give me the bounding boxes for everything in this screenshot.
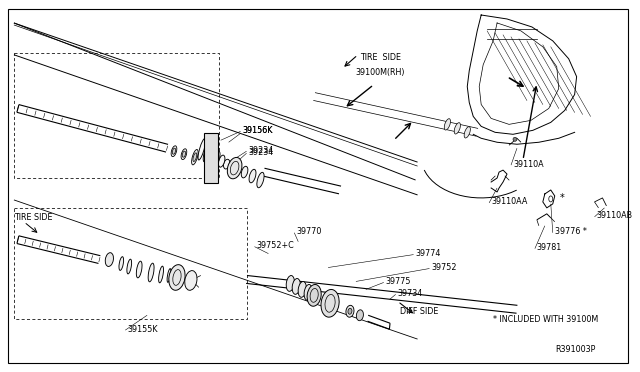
Text: TIRE  SIDE: TIRE SIDE	[360, 53, 401, 62]
Ellipse shape	[321, 289, 339, 317]
Text: 39156K: 39156K	[243, 126, 273, 135]
Ellipse shape	[464, 126, 470, 138]
Text: TIRE SIDE: TIRE SIDE	[14, 213, 52, 222]
Text: 39770: 39770	[296, 227, 322, 236]
Ellipse shape	[119, 257, 124, 270]
Ellipse shape	[105, 253, 113, 266]
Text: 39100M(RH): 39100M(RH)	[356, 68, 405, 77]
Ellipse shape	[204, 142, 211, 162]
Ellipse shape	[185, 270, 197, 290]
Text: *: *	[560, 193, 564, 203]
Ellipse shape	[292, 279, 300, 294]
Ellipse shape	[198, 138, 205, 160]
Ellipse shape	[298, 282, 307, 297]
Ellipse shape	[307, 285, 321, 306]
Ellipse shape	[191, 150, 198, 165]
Text: 39775: 39775	[386, 277, 412, 286]
Ellipse shape	[241, 166, 248, 178]
Ellipse shape	[159, 266, 163, 283]
Ellipse shape	[193, 153, 196, 161]
Ellipse shape	[218, 155, 225, 167]
Ellipse shape	[513, 137, 517, 141]
Ellipse shape	[249, 169, 256, 183]
Ellipse shape	[209, 147, 215, 164]
Text: 39752: 39752	[431, 263, 457, 272]
Text: 39110AB: 39110AB	[596, 211, 632, 220]
Ellipse shape	[172, 148, 175, 154]
Ellipse shape	[227, 157, 242, 179]
Ellipse shape	[136, 261, 142, 278]
Ellipse shape	[169, 264, 185, 290]
Ellipse shape	[257, 172, 264, 188]
Text: 39110AA: 39110AA	[491, 198, 527, 206]
Text: 39110A: 39110A	[513, 160, 543, 169]
Ellipse shape	[444, 119, 451, 130]
Ellipse shape	[304, 285, 312, 300]
Bar	[204, 133, 218, 183]
Ellipse shape	[148, 263, 154, 282]
Ellipse shape	[213, 151, 220, 166]
Ellipse shape	[348, 308, 352, 314]
Ellipse shape	[346, 305, 354, 317]
Ellipse shape	[286, 276, 294, 291]
Text: 39776 *: 39776 *	[555, 227, 587, 236]
Text: * INCLUDED WITH 39100M: * INCLUDED WITH 39100M	[493, 315, 598, 324]
Ellipse shape	[127, 259, 132, 274]
Ellipse shape	[454, 123, 460, 134]
Text: R391003P: R391003P	[555, 344, 595, 353]
Text: 39234: 39234	[248, 148, 274, 157]
Text: 39155K: 39155K	[127, 325, 157, 334]
Text: 39734: 39734	[397, 289, 423, 298]
Ellipse shape	[171, 146, 177, 157]
Ellipse shape	[182, 151, 186, 157]
Ellipse shape	[181, 149, 187, 160]
Text: 39774: 39774	[415, 249, 441, 258]
Text: 39781: 39781	[537, 243, 562, 252]
Ellipse shape	[356, 310, 364, 321]
Ellipse shape	[167, 269, 171, 282]
Text: 39234: 39234	[248, 146, 274, 155]
Text: DIFF SIDE: DIFF SIDE	[399, 307, 438, 316]
Ellipse shape	[223, 159, 230, 169]
Text: 39752+C: 39752+C	[257, 241, 294, 250]
Text: 39156K: 39156K	[243, 126, 273, 135]
